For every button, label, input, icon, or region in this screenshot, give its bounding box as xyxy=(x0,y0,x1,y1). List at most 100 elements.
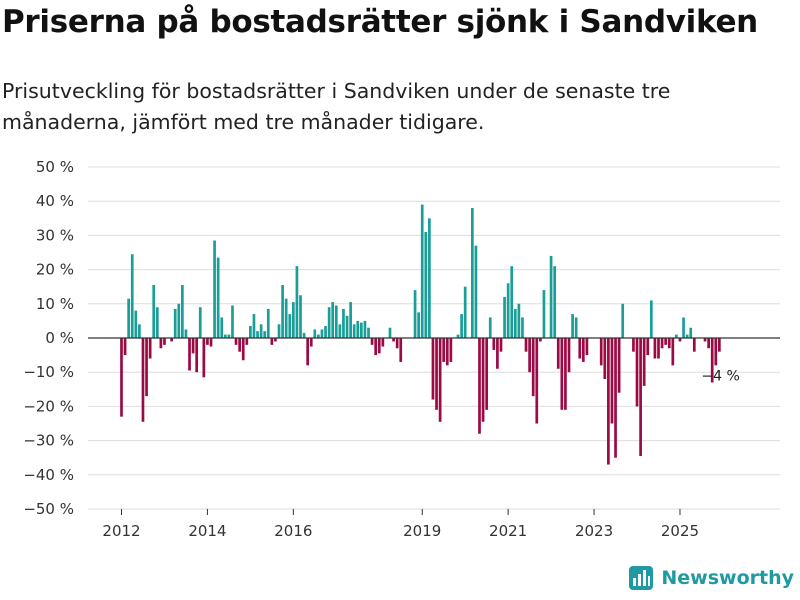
bar xyxy=(470,208,474,338)
bar xyxy=(163,338,166,345)
bar xyxy=(524,338,528,352)
bar xyxy=(657,338,660,359)
bar xyxy=(245,338,249,345)
bar xyxy=(327,307,331,338)
bar xyxy=(277,324,281,338)
bar xyxy=(381,338,385,347)
bar xyxy=(649,300,653,338)
y-tick-label: 0 % xyxy=(45,329,74,347)
bar xyxy=(428,218,431,338)
bar xyxy=(266,308,270,338)
bar xyxy=(678,338,682,342)
bar xyxy=(528,338,531,373)
bar xyxy=(567,338,571,373)
bar xyxy=(671,338,675,366)
bar xyxy=(517,303,521,338)
bar xyxy=(571,314,574,338)
bar xyxy=(388,327,392,338)
brand-logo[interactable]: Newsworthy xyxy=(628,565,794,591)
bar xyxy=(399,338,403,362)
bar xyxy=(234,338,238,345)
bar xyxy=(392,338,395,342)
bar xyxy=(313,329,317,338)
bar xyxy=(227,334,231,338)
bar xyxy=(281,284,284,338)
bar xyxy=(213,240,216,338)
bar xyxy=(252,314,256,338)
bar xyxy=(148,338,152,359)
bar xyxy=(130,254,134,338)
bar xyxy=(542,290,546,338)
bar xyxy=(349,302,352,338)
x-tick-label: 2023 xyxy=(575,522,613,540)
bar xyxy=(503,296,506,338)
bar xyxy=(299,295,302,338)
bar xyxy=(231,305,234,338)
bar xyxy=(610,338,614,424)
bar xyxy=(578,338,582,359)
bar xyxy=(442,338,446,362)
bar xyxy=(145,338,148,397)
x-tick-label: 2016 xyxy=(274,522,312,540)
bar xyxy=(521,317,524,338)
bar xyxy=(317,334,320,338)
bar xyxy=(159,338,163,349)
bar xyxy=(614,338,617,458)
bar xyxy=(223,334,227,338)
bar xyxy=(120,338,123,417)
bar xyxy=(241,338,245,361)
bar xyxy=(123,338,127,356)
bar xyxy=(259,324,263,338)
bar xyxy=(556,338,560,369)
bar xyxy=(363,320,367,338)
bar xyxy=(585,338,589,356)
bar xyxy=(531,338,535,397)
bar xyxy=(256,331,259,338)
bar xyxy=(488,317,492,338)
bar xyxy=(560,338,564,410)
chart-title: Priserna på bostadsrätter sjönk i Sandvi… xyxy=(2,4,758,40)
bar xyxy=(564,338,567,410)
bar xyxy=(553,266,557,338)
y-tick-label: 40 % xyxy=(36,192,74,210)
bar xyxy=(177,303,181,338)
bar xyxy=(653,338,657,359)
bar xyxy=(141,338,145,422)
bar xyxy=(549,255,553,338)
x-tick-label: 2019 xyxy=(403,522,441,540)
bar xyxy=(413,290,417,338)
bar xyxy=(496,338,499,369)
bar xyxy=(238,338,241,352)
bar xyxy=(284,298,288,338)
bar xyxy=(660,338,664,349)
bar xyxy=(675,334,678,338)
bar xyxy=(499,338,503,352)
bar xyxy=(188,338,191,371)
bar xyxy=(338,324,342,338)
bar xyxy=(331,302,335,338)
bar xyxy=(342,308,345,338)
bar xyxy=(170,338,173,342)
bar xyxy=(209,338,213,347)
bar xyxy=(456,334,460,338)
bar xyxy=(302,332,306,338)
bar xyxy=(324,326,327,338)
bar xyxy=(220,317,224,338)
x-tick-label: 2012 xyxy=(102,522,140,540)
bar xyxy=(513,308,517,338)
bar xyxy=(703,338,707,342)
bar xyxy=(607,338,610,465)
bar xyxy=(417,312,420,338)
bar xyxy=(270,338,274,345)
bar xyxy=(334,305,338,338)
bar xyxy=(127,298,131,338)
bar xyxy=(617,338,621,393)
bar xyxy=(202,338,206,378)
x-tick-label: 2021 xyxy=(489,522,527,540)
bar xyxy=(492,338,496,350)
bar xyxy=(184,329,188,338)
y-tick-label: 30 % xyxy=(36,226,74,244)
bar xyxy=(263,331,267,338)
bar xyxy=(152,284,156,338)
